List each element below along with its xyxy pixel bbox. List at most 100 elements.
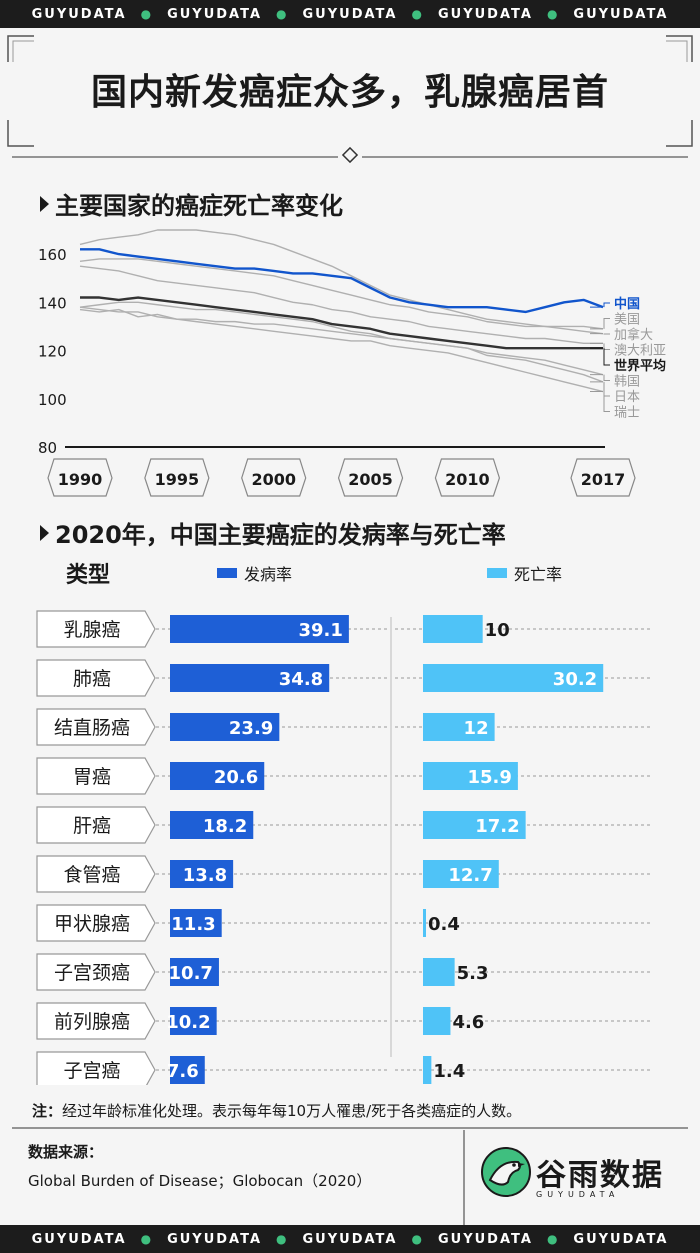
incidence-bar — [170, 762, 265, 790]
category-label-text: 子宫颈癌 — [54, 962, 130, 984]
category-label: 前列腺癌 — [36, 1002, 156, 1040]
incidence-value: 34.8 — [279, 669, 323, 690]
series-label: 美国 — [614, 313, 640, 328]
mortality-bar — [423, 615, 483, 643]
bar-chart-title-text: 2020年，中国主要癌症的发病率与死亡率 — [55, 521, 506, 549]
legend-swatch-mortality — [487, 568, 507, 578]
category-label: 肺癌 — [36, 659, 156, 697]
source-text: Global Burden of Disease；Globocan（2020） — [28, 1172, 372, 1190]
y-tick-label: 80 — [38, 439, 57, 457]
incidence-bar — [170, 860, 234, 888]
corner-ornament-bottom-left — [7, 120, 34, 147]
category-label-frame — [36, 953, 156, 991]
x-tick-frame — [241, 458, 307, 497]
category-label-text: 前列腺癌 — [54, 1011, 130, 1033]
bar-chart-title: 2020年，中国主要癌症的发病率与死亡率 — [40, 515, 506, 550]
category-label-text: 乳腺癌 — [63, 619, 120, 641]
series-label: 瑞士 — [614, 406, 640, 421]
corner-ornament-bottom-right — [666, 120, 693, 147]
x-tick-label: 2017 — [581, 470, 626, 489]
x-tick-box: 2017 — [570, 458, 636, 497]
series-label: 中国 — [614, 296, 640, 312]
mortality-bar — [423, 909, 426, 937]
incidence-bar — [170, 811, 254, 839]
corner-ornament-top-right — [666, 35, 693, 62]
category-label: 胃癌 — [36, 757, 156, 795]
line-chart-title-text: 主要国家的癌症死亡率变化 — [55, 192, 343, 220]
band-word: GUYUDATA — [437, 6, 533, 22]
logo-subtext: GUYUDATA — [536, 1190, 620, 1199]
category-label-text: 甲状腺癌 — [54, 913, 130, 935]
mortality-value: 4.6 — [452, 1012, 484, 1033]
x-tick-box: 2000 — [241, 458, 307, 497]
series-label: 世界平均 — [614, 358, 666, 374]
category-label-text: 结直肠癌 — [54, 717, 130, 739]
corner-ornament-top-left — [7, 35, 34, 62]
band-dot-icon: ● — [546, 7, 560, 21]
footer-divider — [12, 1127, 688, 1129]
incidence-bar — [170, 909, 222, 937]
mortality-value: 10 — [485, 620, 510, 641]
incidence-bar — [170, 1056, 205, 1084]
series-line-中国 — [80, 248, 604, 314]
brand-band-top: GUYUDATA ● GUYUDATA ● GUYUDATA ● GUYUDATA ● GUYU… — [0, 0, 700, 28]
series-leader-line — [590, 318, 610, 330]
series-label: 加拿大 — [614, 327, 653, 343]
band-dot-icon: ● — [140, 1232, 154, 1246]
mortality-bar — [423, 958, 455, 986]
series-leader-line — [590, 374, 610, 381]
mortality-bar — [423, 1056, 432, 1084]
category-label: 乳腺癌 — [36, 610, 156, 648]
series-line-加拿大 — [79, 258, 604, 335]
line-chart-title: 主要国家的癌症死亡率变化 — [40, 186, 343, 221]
category-label-frame — [36, 855, 156, 893]
legend-label-mortality: 死亡率 — [514, 565, 562, 584]
mortality-value: 15.9 — [467, 767, 511, 788]
mortality-value: 30.2 — [553, 669, 597, 690]
x-tick-label: 2000 — [251, 470, 296, 489]
incidence-bar — [170, 958, 219, 986]
triangle-marker-icon — [40, 196, 49, 212]
mortality-bar — [423, 713, 495, 741]
series-line-日本 — [79, 308, 604, 383]
band-word: GUYUDATA — [302, 1231, 398, 1247]
series-line-世界平均 — [80, 296, 603, 350]
x-tick-label: 2010 — [445, 470, 490, 489]
x-tick-frame — [570, 458, 636, 497]
category-label: 肝癌 — [36, 806, 156, 844]
y-tick-label: 160 — [38, 246, 67, 264]
mortality-value: 12 — [464, 718, 489, 739]
band-word: GUYUDATA — [437, 1231, 533, 1247]
bird-logo-icon — [481, 1147, 531, 1197]
incidence-bar — [170, 1007, 217, 1035]
page-title: 国内新发癌症众多，乳腺癌居首 — [90, 72, 609, 113]
category-label-frame — [36, 659, 156, 697]
series-label: 日本 — [614, 390, 640, 405]
band-word: GUYUDATA — [573, 6, 669, 22]
footnote-label: 注： — [32, 1102, 63, 1120]
mortality-bar — [423, 860, 499, 888]
legend-swatch-incidence — [217, 568, 237, 578]
incidence-bar — [170, 615, 349, 643]
x-tick-frame — [47, 458, 113, 497]
category-label-text: 胃癌 — [73, 766, 111, 788]
footer-vertical-divider — [463, 1130, 465, 1225]
x-tick-frame — [144, 458, 210, 497]
category-label-frame — [36, 904, 156, 942]
series-line-澳大利亚 — [79, 265, 603, 345]
y-tick-label: 100 — [38, 391, 67, 409]
mortality-value: 1.4 — [433, 1061, 465, 1082]
x-tick-frame — [337, 458, 404, 497]
mortality-value: 5.3 — [457, 963, 489, 984]
incidence-value: 10.2 — [166, 1012, 210, 1033]
incidence-bar — [170, 713, 280, 741]
incidence-value: 13.8 — [183, 865, 227, 886]
category-label-text: 肺癌 — [73, 668, 111, 690]
band-word: GUYUDATA — [573, 1231, 669, 1247]
mortality-bar — [423, 762, 518, 790]
category-label: 甲状腺癌 — [36, 904, 156, 942]
band-word: GUYUDATA — [167, 6, 263, 22]
x-tick-label: 1995 — [155, 470, 200, 489]
triangle-marker-icon — [40, 525, 49, 541]
